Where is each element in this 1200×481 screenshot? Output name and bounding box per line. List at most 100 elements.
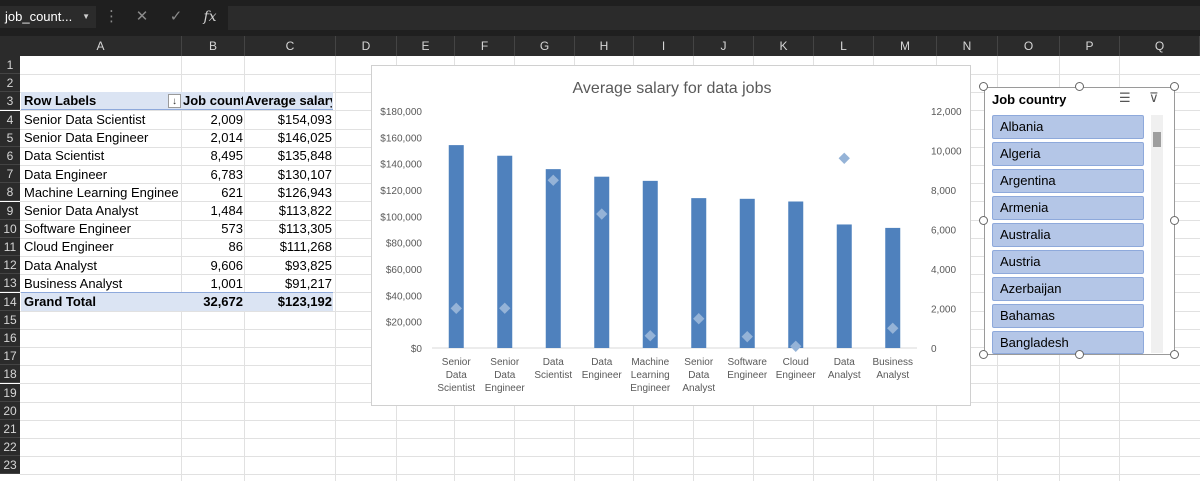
- pivot-cell-salary[interactable]: $130,107: [277, 166, 332, 182]
- enter-icon[interactable]: ✓: [169, 8, 183, 25]
- slicer-item[interactable]: Argentina: [992, 169, 1144, 193]
- column-header[interactable]: M: [874, 36, 937, 56]
- column-header[interactable]: L: [814, 36, 874, 56]
- pivot-cell-label[interactable]: Senior Data Scientist: [24, 112, 146, 127]
- row-header[interactable]: 13: [0, 274, 20, 293]
- pivot-cell-label[interactable]: Senior Data Analyst: [24, 203, 139, 218]
- slicer-item[interactable]: Algeria: [992, 142, 1144, 166]
- insert-function-icon[interactable]: fx: [203, 9, 217, 25]
- row-header[interactable]: 7: [0, 165, 20, 184]
- pivot-header-job-count[interactable]: Job count: [183, 93, 243, 108]
- slicer-item[interactable]: Armenia: [992, 196, 1144, 220]
- row-header[interactable]: 1: [0, 56, 20, 74]
- pivot-header-row-labels[interactable]: Row Labels: [24, 93, 97, 108]
- salary-chart[interactable]: Average salary for data jobs $0 $20,000 $40…: [371, 65, 971, 406]
- pivot-cell-count[interactable]: 621: [221, 184, 243, 200]
- pivot-cell-count[interactable]: 86: [228, 239, 243, 255]
- pivot-cell-label[interactable]: Data Analyst: [24, 257, 97, 273]
- row-header[interactable]: 17: [0, 347, 20, 366]
- cancel-icon[interactable]: ✕: [135, 8, 149, 25]
- pivot-cell-label[interactable]: Cloud Engineer: [24, 239, 114, 255]
- pivot-cell-salary[interactable]: $126,943: [277, 184, 332, 200]
- row-header[interactable]: 6: [0, 147, 20, 165]
- row-header[interactable]: 3: [0, 92, 20, 111]
- pivot-cell-salary[interactable]: $91,217: [285, 275, 332, 291]
- column-header[interactable]: D: [336, 36, 397, 56]
- pivot-cell-count[interactable]: 6,783: [210, 166, 243, 182]
- row-header[interactable]: 19: [0, 383, 20, 402]
- row-header[interactable]: 9: [0, 201, 20, 220]
- clear-filter-icon[interactable]: ⊽: [1149, 90, 1159, 105]
- row-header[interactable]: 11: [0, 238, 20, 256]
- name-box[interactable]: job_count... ▼: [0, 6, 96, 28]
- grand-total-salary[interactable]: $123,192: [277, 294, 332, 309]
- pivot-cell-salary[interactable]: $146,025: [277, 130, 332, 146]
- resize-handle[interactable]: [979, 216, 988, 225]
- resize-handle[interactable]: [1170, 216, 1179, 225]
- slicer-scroll-thumb[interactable]: [1153, 132, 1161, 147]
- resize-handle[interactable]: [1170, 350, 1179, 359]
- resize-handle[interactable]: [1075, 350, 1084, 359]
- row-header[interactable]: 2: [0, 74, 20, 93]
- pivot-header-average-salary[interactable]: Average salary: [245, 93, 332, 108]
- formula-input[interactable]: [228, 6, 1200, 30]
- pivot-cell-salary[interactable]: $113,305: [278, 221, 332, 237]
- pivot-cell-count[interactable]: 2,014: [210, 130, 243, 146]
- resize-handle[interactable]: [1170, 82, 1179, 91]
- slicer-item[interactable]: Austria: [992, 250, 1144, 274]
- pivot-cell-count[interactable]: 2,009: [210, 112, 243, 127]
- pivot-cell-label[interactable]: Senior Data Engineer: [24, 130, 149, 146]
- row-header[interactable]: 15: [0, 310, 20, 329]
- column-header[interactable]: I: [634, 36, 694, 56]
- row-header[interactable]: 16: [0, 329, 20, 347]
- slicer-item[interactable]: Albania: [992, 115, 1144, 139]
- column-header[interactable]: E: [397, 36, 455, 56]
- column-header[interactable]: H: [575, 36, 634, 56]
- job-country-slicer[interactable]: Job country ☰ ⊽ Albania Algeria Argentina A…: [984, 87, 1175, 355]
- column-header[interactable]: O: [998, 36, 1060, 56]
- column-header[interactable]: B: [182, 36, 245, 56]
- row-header[interactable]: 18: [0, 365, 20, 384]
- pivot-cell-count[interactable]: 9,606: [210, 257, 243, 273]
- resize-handle[interactable]: [979, 82, 988, 91]
- row-header[interactable]: 23: [0, 456, 20, 475]
- column-header[interactable]: A: [20, 36, 182, 56]
- pivot-cell-count[interactable]: 573: [221, 221, 243, 237]
- pivot-cell-label[interactable]: Software Engineer: [24, 221, 131, 237]
- grand-total-count[interactable]: 32,672: [203, 294, 243, 309]
- row-header[interactable]: 8: [0, 183, 20, 202]
- column-header[interactable]: Q: [1120, 36, 1200, 56]
- multi-select-icon[interactable]: ☰: [1119, 90, 1131, 105]
- slicer-scrollbar[interactable]: [1151, 115, 1163, 353]
- resize-handle[interactable]: [979, 350, 988, 359]
- pivot-cell-label[interactable]: Data Engineer: [24, 166, 108, 182]
- column-header[interactable]: G: [515, 36, 575, 56]
- pivot-cell-count[interactable]: 8,495: [210, 148, 243, 164]
- column-header[interactable]: C: [245, 36, 336, 56]
- row-header[interactable]: 21: [0, 420, 20, 438]
- more-options-icon[interactable]: ⋮: [104, 8, 119, 25]
- pivot-cell-count[interactable]: 1,484: [210, 203, 243, 218]
- column-header[interactable]: P: [1060, 36, 1120, 56]
- pivot-cell-salary[interactable]: $154,093: [277, 112, 332, 127]
- row-header[interactable]: 4: [0, 110, 20, 129]
- slicer-item[interactable]: Azerbaijan: [992, 277, 1144, 301]
- pivot-cell-label[interactable]: Machine Learning Engineer: [24, 184, 179, 200]
- column-header[interactable]: F: [455, 36, 515, 56]
- row-header[interactable]: 22: [0, 438, 20, 457]
- grand-total-label[interactable]: Grand Total: [24, 294, 96, 309]
- row-header[interactable]: 12: [0, 256, 20, 275]
- pivot-cell-salary[interactable]: $93,825: [285, 257, 332, 273]
- slicer-item[interactable]: Bangladesh: [992, 331, 1144, 354]
- row-header[interactable]: 10: [0, 219, 20, 238]
- pivot-cell-label[interactable]: Business Analyst: [24, 275, 123, 291]
- row-labels-filter-icon[interactable]: ↓: [168, 94, 181, 108]
- pivot-cell-salary[interactable]: $111,268: [279, 239, 332, 255]
- resize-handle[interactable]: [1075, 82, 1084, 91]
- pivot-cell-salary[interactable]: $135,848: [277, 148, 332, 164]
- slicer-item[interactable]: Bahamas: [992, 304, 1144, 328]
- slicer-item[interactable]: Australia: [992, 223, 1144, 247]
- pivot-cell-salary[interactable]: $113,822: [278, 203, 332, 218]
- column-header[interactable]: K: [754, 36, 814, 56]
- pivot-cell-label[interactable]: Data Scientist: [24, 148, 105, 164]
